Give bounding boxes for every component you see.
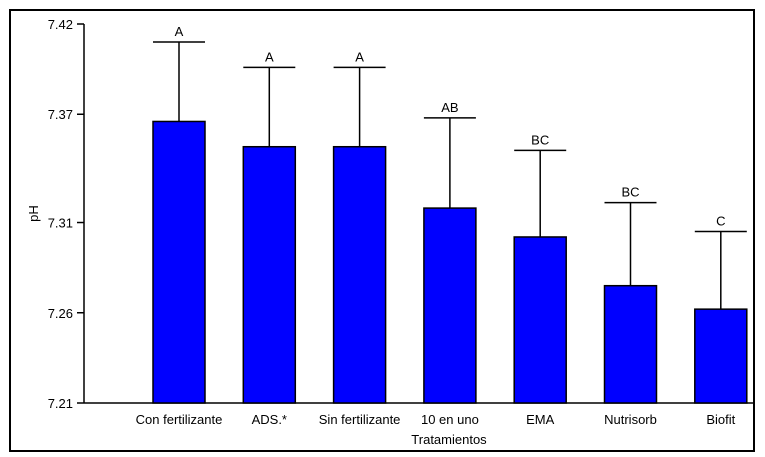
x-tick-label: Con fertilizante	[136, 412, 223, 427]
bar	[242, 145, 297, 404]
chart-frame	[9, 9, 755, 452]
significance-label: A	[355, 49, 364, 64]
significance-label: C	[716, 214, 725, 229]
bar	[332, 145, 387, 404]
x-tick-label: ADS.*	[252, 412, 287, 427]
x-tick-label: EMA	[526, 412, 555, 427]
y-axis-title: pH	[26, 205, 41, 222]
y-tick-label: 7.26	[48, 306, 73, 321]
x-tick-label: Nutrisorb	[604, 412, 657, 427]
y-tick-label: 7.42	[48, 17, 73, 32]
bar	[152, 120, 206, 404]
significance-label: AB	[441, 100, 458, 115]
x-tick-label: Sin fertilizante	[319, 412, 401, 427]
x-tick-label: Biofit	[706, 412, 735, 427]
x-tick-label: 10 en uno	[421, 412, 479, 427]
bar	[694, 308, 748, 404]
significance-label: A	[265, 49, 274, 64]
bar	[603, 284, 658, 404]
y-tick-label: 7.21	[48, 396, 73, 411]
y-tick-label: 7.31	[48, 216, 73, 231]
significance-label: BC	[621, 185, 639, 200]
bar	[423, 207, 477, 404]
y-tick-label: 7.37	[48, 107, 73, 122]
significance-label: BC	[531, 132, 549, 147]
x-axis-title: Tratamientos	[411, 432, 487, 447]
bar	[513, 236, 567, 404]
significance-label: A	[175, 24, 184, 39]
